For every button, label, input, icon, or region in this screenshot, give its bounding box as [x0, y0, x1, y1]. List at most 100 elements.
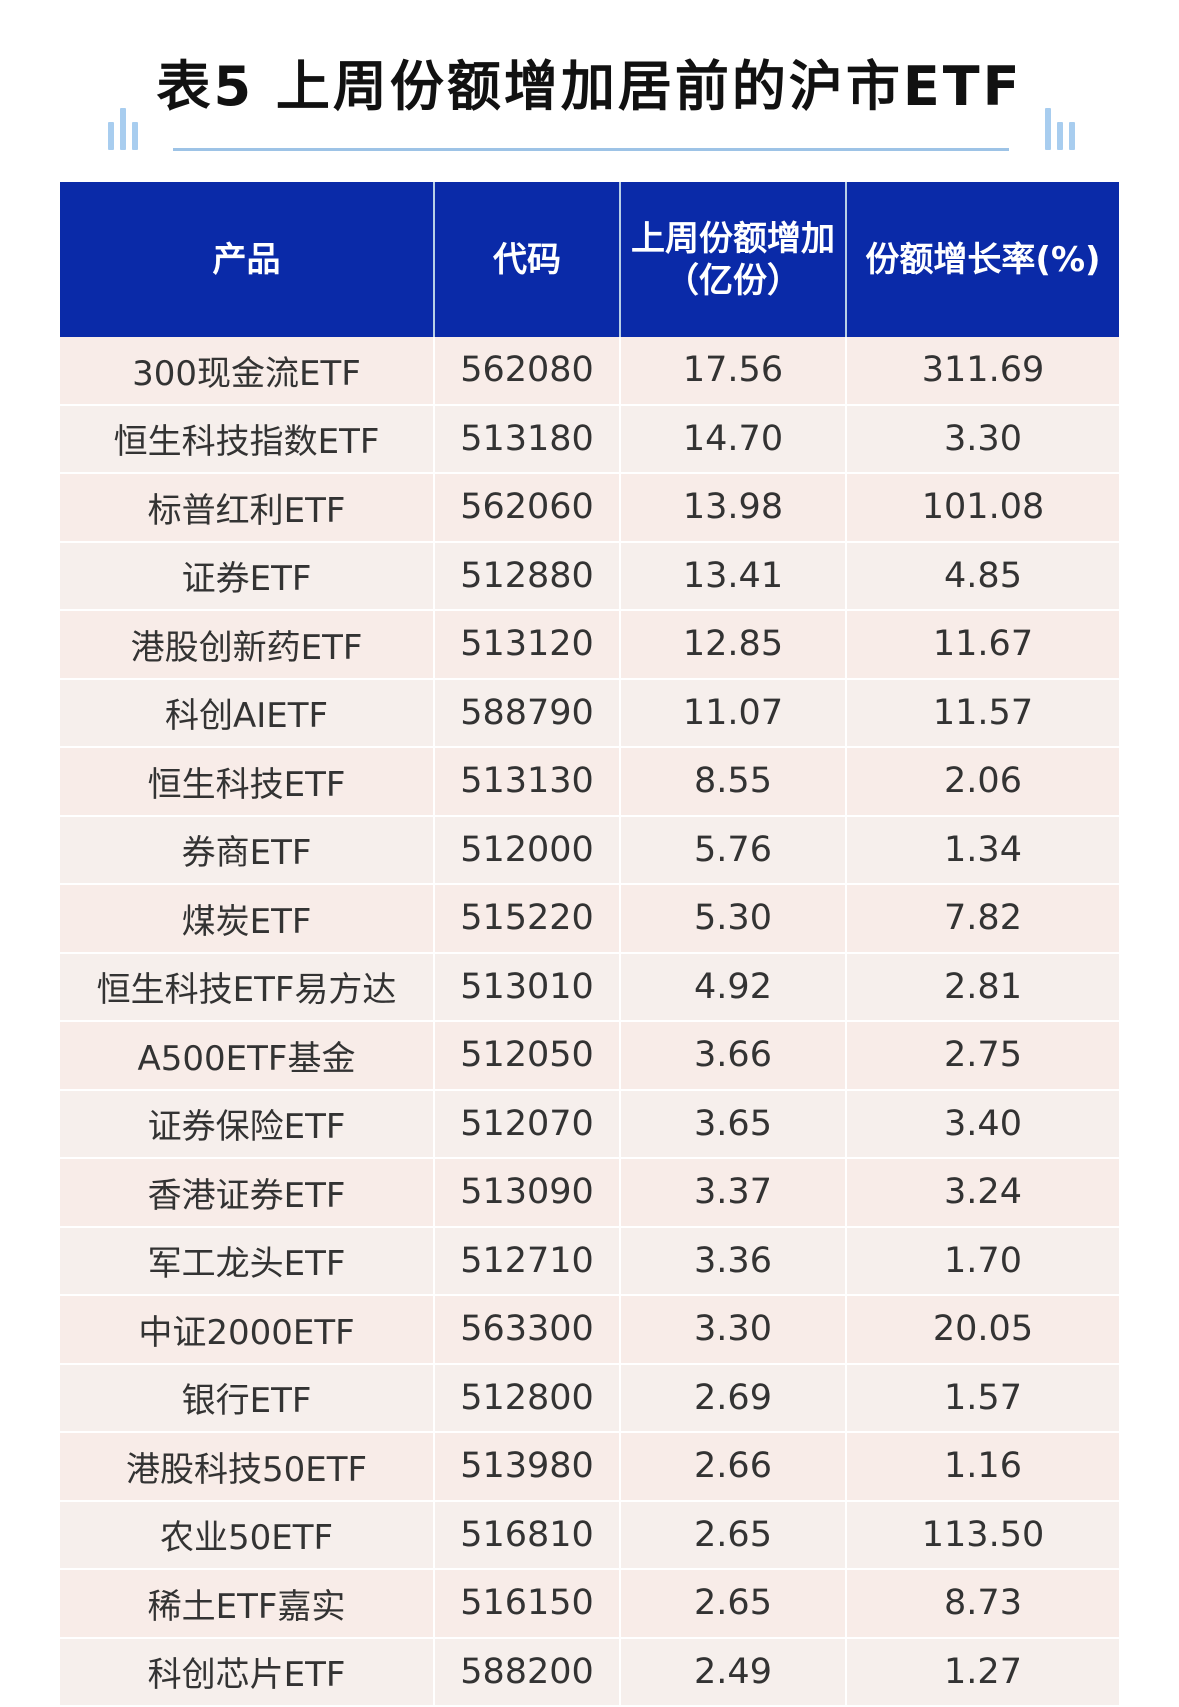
cell-growth-rate: 8.73 — [846, 1569, 1119, 1639]
etf-table: 产品 代码 上周份额增加（亿份） 份额增长率(%) 300现金流ETF 5620… — [60, 182, 1119, 1707]
table-row: 港股创新药ETF 513120 12.85 11.67 — [60, 610, 1119, 680]
cell-code: 513180 — [434, 404, 621, 474]
table-row: 标普红利ETF 562060 13.98 101.08 — [60, 473, 1119, 543]
left-decoration-bar — [108, 122, 114, 150]
cell-growth-rate: 113.50 — [846, 1500, 1119, 1570]
cell-growth-rate: 311.69 — [846, 337, 1119, 406]
cell-code: 562060 — [434, 473, 621, 543]
cell-code: 563300 — [434, 1295, 621, 1365]
table-row: 稀土ETF嘉实 516150 2.65 8.73 — [60, 1569, 1119, 1639]
cell-share-increase: 3.65 — [620, 1089, 847, 1159]
cell-growth-rate: 2.75 — [846, 1021, 1119, 1091]
cell-share-increase: 2.65 — [620, 1500, 847, 1570]
cell-product: 军工龙头ETF — [60, 1226, 435, 1296]
title-area: 表5 上周份额增加居前的沪市ETF — [0, 0, 1179, 160]
cell-product: 稀土ETF嘉实 — [60, 1569, 435, 1639]
cell-code: 512800 — [434, 1363, 621, 1433]
cell-product: 农业50ETF — [60, 1500, 435, 1570]
title-underline — [173, 148, 1009, 151]
header-code: 代码 — [434, 182, 621, 337]
table-row: 券商ETF 512000 5.76 1.34 — [60, 815, 1119, 885]
cell-product: 证券ETF — [60, 541, 435, 611]
cell-code: 516150 — [434, 1569, 621, 1639]
table-row: 恒生科技指数ETF 513180 14.70 3.30 — [60, 404, 1119, 474]
table-row: 科创芯片ETF 588200 2.49 1.27 — [60, 1637, 1119, 1707]
cell-product: 恒生科技ETF易方达 — [60, 952, 435, 1022]
cell-product: 中证2000ETF — [60, 1295, 435, 1365]
cell-product: 煤炭ETF — [60, 884, 435, 954]
table-header-row: 产品 代码 上周份额增加（亿份） 份额增长率(%) — [60, 182, 1119, 337]
cell-share-increase: 12.85 — [620, 610, 847, 680]
cell-growth-rate: 3.24 — [846, 1158, 1119, 1228]
page-title: 表5 上周份额增加居前的沪市ETF — [156, 55, 1023, 118]
cell-share-increase: 2.65 — [620, 1569, 847, 1639]
table-row: 银行ETF 512800 2.69 1.57 — [60, 1363, 1119, 1433]
cell-growth-rate: 1.16 — [846, 1432, 1119, 1502]
cell-share-increase: 3.36 — [620, 1226, 847, 1296]
cell-growth-rate: 7.82 — [846, 884, 1119, 954]
cell-code: 512000 — [434, 815, 621, 885]
table-row: 恒生科技ETF 513130 8.55 2.06 — [60, 747, 1119, 817]
cell-code: 516810 — [434, 1500, 621, 1570]
cell-code: 513980 — [434, 1432, 621, 1502]
cell-share-increase: 3.66 — [620, 1021, 847, 1091]
header-share-increase: 上周份额增加（亿份） — [620, 182, 847, 337]
table-row: 中证2000ETF 563300 3.30 20.05 — [60, 1295, 1119, 1365]
cell-share-increase: 17.56 — [620, 337, 847, 406]
cell-growth-rate: 101.08 — [846, 473, 1119, 543]
cell-code: 512710 — [434, 1226, 621, 1296]
table-row: 恒生科技ETF易方达 513010 4.92 2.81 — [60, 952, 1119, 1022]
cell-growth-rate: 1.27 — [846, 1637, 1119, 1707]
cell-code: 512880 — [434, 541, 621, 611]
etf-table-container: 产品 代码 上周份额增加（亿份） 份额增长率(%) 300现金流ETF 5620… — [60, 182, 1119, 1707]
table-row: 港股科技50ETF 513980 2.66 1.16 — [60, 1432, 1119, 1502]
cell-code: 588790 — [434, 678, 621, 748]
cell-product: 港股创新药ETF — [60, 610, 435, 680]
right-decoration-bar — [1045, 108, 1051, 150]
table-row: 证券保险ETF 512070 3.65 3.40 — [60, 1089, 1119, 1159]
cell-share-increase: 8.55 — [620, 747, 847, 817]
right-decoration-bar — [1069, 122, 1075, 150]
cell-product: 标普红利ETF — [60, 473, 435, 543]
table-row: 军工龙头ETF 512710 3.36 1.70 — [60, 1226, 1119, 1296]
cell-code: 513010 — [434, 952, 621, 1022]
cell-growth-rate: 11.57 — [846, 678, 1119, 748]
cell-growth-rate: 3.30 — [846, 404, 1119, 474]
table-row: 科创AIETF 588790 11.07 11.57 — [60, 678, 1119, 748]
cell-product: 券商ETF — [60, 815, 435, 885]
cell-growth-rate: 20.05 — [846, 1295, 1119, 1365]
cell-product: 证券保险ETF — [60, 1089, 435, 1159]
left-decoration-bar — [132, 122, 138, 150]
cell-growth-rate: 1.70 — [846, 1226, 1119, 1296]
table-row: 300现金流ETF 562080 17.56 311.69 — [60, 337, 1119, 406]
cell-share-increase: 5.30 — [620, 884, 847, 954]
cell-share-increase: 2.49 — [620, 1637, 847, 1707]
cell-code: 512070 — [434, 1089, 621, 1159]
cell-share-increase: 2.69 — [620, 1363, 847, 1433]
cell-share-increase: 13.98 — [620, 473, 847, 543]
left-decoration-bar — [120, 108, 126, 150]
cell-share-increase: 3.37 — [620, 1158, 847, 1228]
header-product: 产品 — [60, 182, 435, 337]
cell-product: 科创AIETF — [60, 678, 435, 748]
table-row: 证券ETF 512880 13.41 4.85 — [60, 541, 1119, 611]
cell-growth-rate: 2.81 — [846, 952, 1119, 1022]
cell-code: 588200 — [434, 1637, 621, 1707]
right-decoration-bar — [1057, 122, 1063, 150]
cell-share-increase: 2.66 — [620, 1432, 847, 1502]
cell-growth-rate: 11.67 — [846, 610, 1119, 680]
cell-growth-rate: 1.57 — [846, 1363, 1119, 1433]
cell-code: 562080 — [434, 337, 621, 406]
cell-product: 300现金流ETF — [60, 337, 435, 406]
cell-share-increase: 11.07 — [620, 678, 847, 748]
cell-share-increase: 14.70 — [620, 404, 847, 474]
cell-growth-rate: 3.40 — [846, 1089, 1119, 1159]
cell-code: 513130 — [434, 747, 621, 817]
cell-product: 恒生科技ETF — [60, 747, 435, 817]
cell-code: 515220 — [434, 884, 621, 954]
cell-product: 银行ETF — [60, 1363, 435, 1433]
cell-growth-rate: 1.34 — [846, 815, 1119, 885]
cell-product: 港股科技50ETF — [60, 1432, 435, 1502]
cell-share-increase: 4.92 — [620, 952, 847, 1022]
cell-growth-rate: 2.06 — [846, 747, 1119, 817]
